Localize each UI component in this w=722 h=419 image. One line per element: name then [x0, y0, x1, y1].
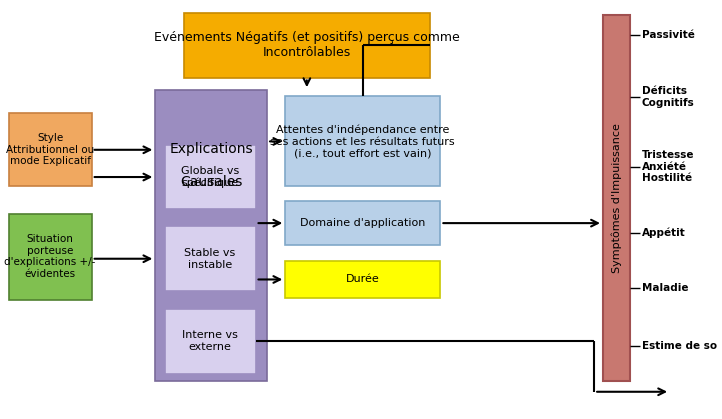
FancyBboxPatch shape [603, 15, 630, 381]
FancyBboxPatch shape [9, 113, 92, 186]
Text: Tristesse
Anxiété
Hostilité: Tristesse Anxiété Hostilité [642, 150, 695, 184]
FancyBboxPatch shape [155, 90, 267, 381]
Text: Stable vs
instable: Stable vs instable [185, 248, 235, 269]
Text: Appétit: Appétit [642, 228, 686, 238]
FancyBboxPatch shape [165, 145, 256, 210]
Text: Symptômes d'Impuissance: Symptômes d'Impuissance [612, 123, 622, 273]
Text: Estime de so: Estime de so [642, 341, 717, 352]
FancyBboxPatch shape [184, 13, 430, 78]
FancyBboxPatch shape [285, 96, 440, 186]
FancyBboxPatch shape [285, 201, 440, 245]
Text: Evénements Négatifs (et positifs) perçus comme
Incontrôlables: Evénements Négatifs (et positifs) perçus… [154, 31, 460, 59]
Text: Style
Attributionnel ou
mode Explicatif: Style Attributionnel ou mode Explicatif [6, 133, 95, 166]
Text: Explications

Causales: Explications Causales [170, 142, 253, 189]
Text: Durée: Durée [346, 274, 380, 285]
Text: Attentes d'indépendance entre
ses actions et les résultats futurs
(i.e., tout ef: Attentes d'indépendance entre ses action… [271, 124, 455, 158]
Text: Passivité: Passivité [642, 30, 695, 40]
Text: Interne vs
externe: Interne vs externe [182, 331, 238, 352]
Text: Situation
porteuse
d'explications +/-
évidentes: Situation porteuse d'explications +/- év… [4, 234, 96, 279]
FancyBboxPatch shape [285, 261, 440, 298]
Text: Globale vs
spécifique: Globale vs spécifique [181, 166, 239, 188]
FancyBboxPatch shape [165, 309, 256, 374]
Text: Maladie: Maladie [642, 283, 688, 293]
FancyBboxPatch shape [165, 226, 256, 291]
Text: Déficits
Cognitifs: Déficits Cognitifs [642, 86, 695, 108]
FancyBboxPatch shape [9, 214, 92, 300]
Text: Domaine d'application: Domaine d'application [300, 218, 425, 228]
